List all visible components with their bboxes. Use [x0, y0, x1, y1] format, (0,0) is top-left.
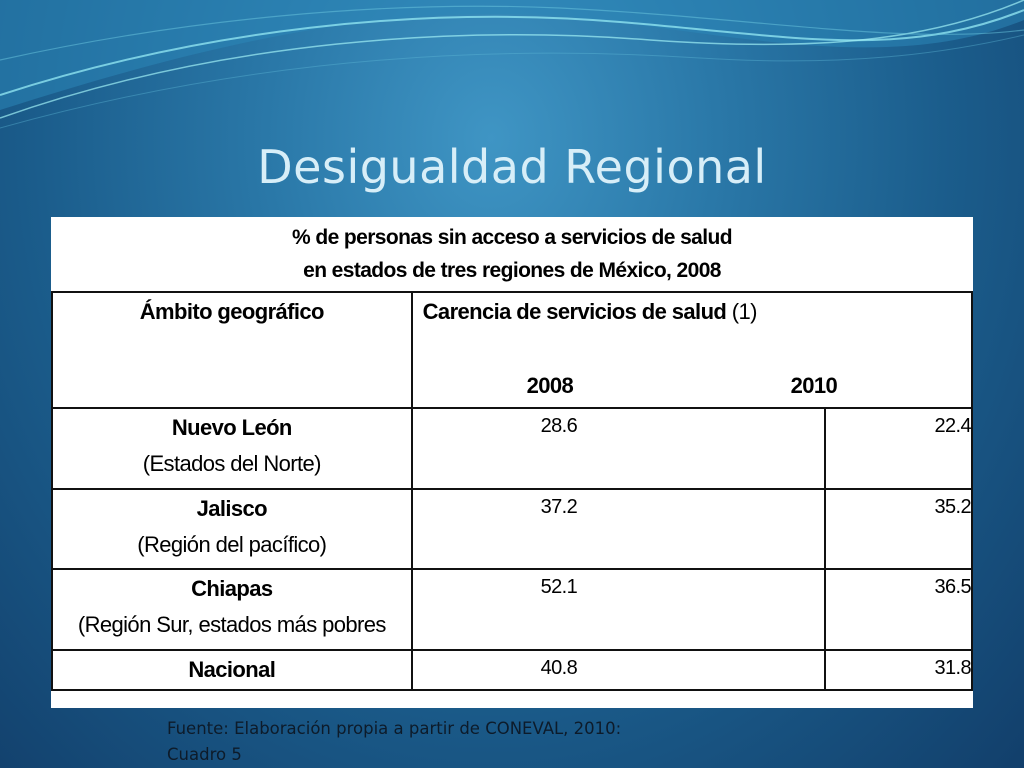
caption-line-1: % de personas sin acceso a servicios de …: [292, 226, 733, 249]
table-row: Chiapas (Región Sur, estados más pobres …: [51, 568, 973, 651]
slide-title: Desigualdad Regional: [257, 140, 767, 194]
state-name: Jalisco: [196, 496, 268, 521]
header-carencia-note: (1): [726, 299, 758, 324]
value-2008: 52.1: [410, 568, 827, 651]
state-name: Nacional: [188, 657, 276, 682]
caption-line-2: en estados de tres regiones de México, 2…: [303, 259, 721, 282]
value-2008: 37.2: [410, 488, 827, 570]
state-cell: Nacional: [51, 649, 413, 691]
value-2010: 22.4: [824, 407, 973, 490]
header-year-2008: 2008: [526, 373, 574, 398]
health-access-table: Ámbito geográfico Carencia de servicios …: [51, 291, 974, 691]
header-year-2010: 2010: [790, 373, 838, 398]
value-2010: 36.5: [824, 568, 973, 651]
table-row: Jalisco (Región del pacífico) 37.2 35.2: [51, 488, 973, 570]
source-note: Fuente: Elaboración propia a partir de C…: [167, 716, 621, 768]
source-line-1: Fuente: Elaboración propia a partir de C…: [167, 719, 622, 738]
state-cell: Jalisco (Región del pacífico): [51, 488, 413, 570]
header-carencia-cell: Carencia de servicios de salud (1) 2008 …: [410, 291, 974, 409]
table-caption: % de personas sin acceso a servicios de …: [51, 217, 973, 291]
value-2008: 28.6: [410, 407, 827, 490]
state-name: Chiapas: [191, 576, 273, 601]
value-2008: 40.8: [410, 649, 827, 691]
header-carencia-text: Carencia de servicios de salud: [422, 299, 727, 324]
header-carencia: Carencia de servicios de salud (1): [422, 299, 758, 325]
state-cell: Nuevo León (Estados del Norte): [51, 407, 413, 490]
header-geo: Ámbito geográfico: [51, 291, 413, 409]
value-2010: 35.2: [824, 488, 973, 570]
table-header-row: Ámbito geográfico Carencia de servicios …: [51, 291, 974, 409]
source-line-2: Cuadro 5: [167, 745, 242, 764]
state-cell: Chiapas (Región Sur, estados más pobres: [51, 568, 413, 651]
decorative-waves: [0, 0, 1024, 129]
state-region: (Región del pacífico): [137, 532, 327, 557]
table-row: Nuevo León (Estados del Norte) 28.6 22.4: [51, 407, 973, 490]
state-region: (Estados del Norte): [142, 451, 322, 476]
value-2010: 31.8: [824, 649, 973, 691]
table-panel: % de personas sin acceso a servicios de …: [51, 217, 974, 708]
state-region: (Región Sur, estados más pobres: [77, 612, 387, 637]
table-row: Nacional 40.8 31.8: [51, 649, 973, 691]
state-name: Nuevo León: [171, 415, 293, 440]
